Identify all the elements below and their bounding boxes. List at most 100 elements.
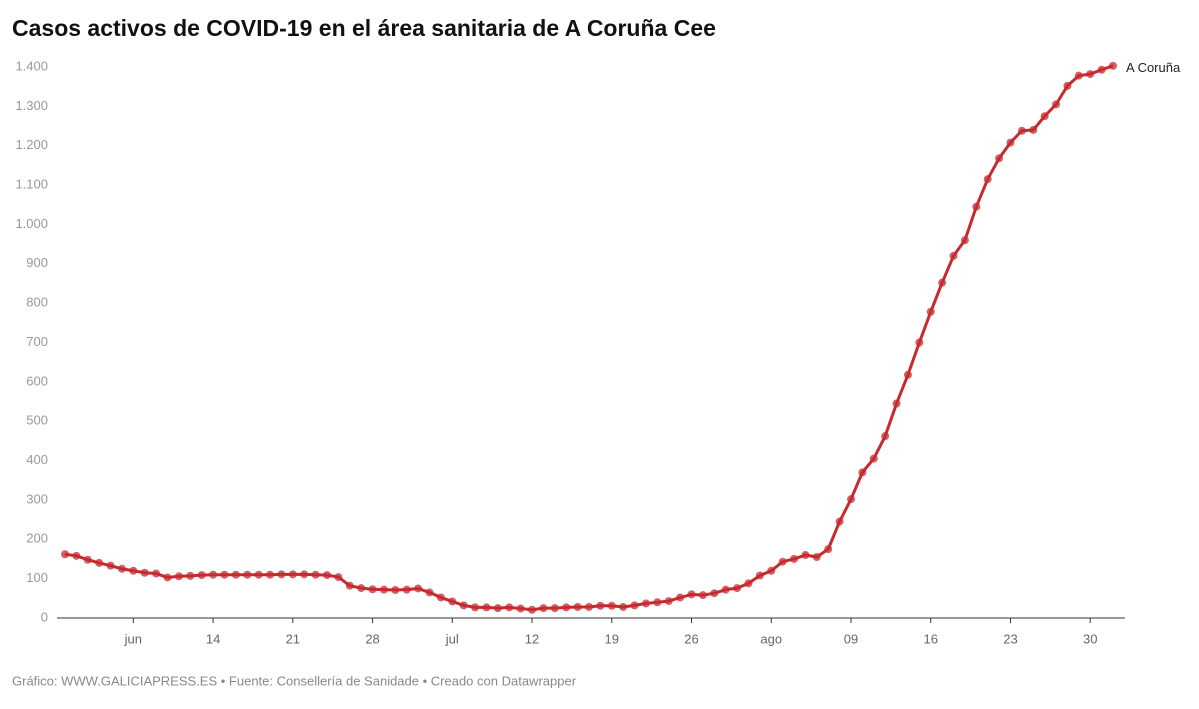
point (231, 570, 240, 579)
point (1006, 138, 1015, 147)
point (550, 604, 559, 613)
point (824, 545, 833, 554)
point (1040, 112, 1049, 121)
point (983, 175, 992, 184)
point (300, 570, 309, 579)
x-tick-label: 12 (525, 631, 539, 646)
x-tick-label: 28 (365, 631, 379, 646)
point (801, 551, 810, 560)
point (95, 558, 104, 567)
x-tick-label: 21 (286, 631, 300, 646)
y-tick-label: 600 (26, 373, 48, 388)
point (436, 593, 445, 602)
point (459, 601, 468, 610)
point (448, 597, 457, 606)
y-tick-label: 300 (26, 491, 48, 506)
point (220, 570, 229, 579)
point (505, 603, 514, 612)
point (733, 584, 742, 593)
point (915, 338, 924, 347)
point (254, 570, 263, 579)
point (357, 584, 366, 593)
point (345, 581, 354, 590)
point (140, 568, 149, 577)
point (778, 557, 787, 566)
point (186, 571, 195, 580)
point (995, 154, 1004, 163)
point (926, 307, 935, 316)
point (960, 236, 969, 245)
y-tick-label: 400 (26, 452, 48, 467)
point (402, 585, 411, 594)
point (1097, 65, 1106, 74)
point (744, 579, 753, 588)
point (619, 602, 628, 611)
point (573, 602, 582, 611)
line (64, 64, 1114, 612)
point (721, 585, 730, 594)
point (528, 605, 537, 614)
point (585, 602, 593, 611)
y-tick-label: 200 (26, 531, 48, 546)
y-tick-label: 900 (26, 255, 48, 270)
point (664, 597, 673, 606)
point (516, 604, 525, 613)
point (482, 603, 491, 612)
x-tick-label: 16 (924, 631, 938, 646)
point (641, 599, 650, 608)
point (493, 604, 502, 613)
point (972, 202, 981, 211)
point (1029, 125, 1038, 134)
point (835, 517, 844, 526)
x-tick-label: 09 (844, 631, 858, 646)
y-tick-label: 700 (26, 334, 48, 349)
point (630, 601, 639, 610)
point (938, 278, 947, 287)
point (755, 571, 764, 580)
point (847, 495, 855, 504)
point (1052, 100, 1061, 109)
point (892, 399, 901, 408)
point (117, 564, 126, 573)
point (106, 561, 115, 570)
point (903, 370, 912, 379)
y-tick-label: 1.400 (15, 58, 48, 73)
point (197, 571, 206, 580)
point (152, 569, 161, 578)
point (1109, 61, 1117, 70)
x-tick-label: 19 (605, 631, 619, 646)
point (710, 589, 719, 598)
point (687, 590, 696, 599)
y-tick-label: 1.300 (15, 98, 48, 113)
point (607, 601, 616, 610)
point (858, 468, 867, 477)
point (243, 570, 252, 579)
point (869, 454, 878, 463)
point (323, 571, 331, 580)
point (1086, 70, 1095, 79)
x-tick-label: jul (445, 631, 459, 646)
point (1063, 81, 1072, 90)
point (812, 552, 821, 561)
point (129, 566, 138, 575)
point (949, 251, 958, 260)
point (174, 572, 183, 581)
x-tick-label: 14 (206, 631, 220, 646)
x-tick-label: ago (760, 631, 782, 646)
point (596, 601, 605, 610)
point (288, 570, 297, 579)
point (676, 593, 685, 602)
point (471, 603, 480, 612)
point (266, 570, 275, 579)
point (881, 432, 890, 441)
point (83, 555, 92, 564)
point (209, 570, 218, 579)
x-tick-label: jun (124, 631, 142, 646)
point (539, 604, 548, 613)
point (311, 570, 320, 579)
point (425, 588, 434, 597)
point (368, 585, 377, 594)
point (1017, 126, 1026, 135)
source: Gráfico: WWW.GALICIAPRESS.ES • Fuente: C… (12, 673, 577, 688)
